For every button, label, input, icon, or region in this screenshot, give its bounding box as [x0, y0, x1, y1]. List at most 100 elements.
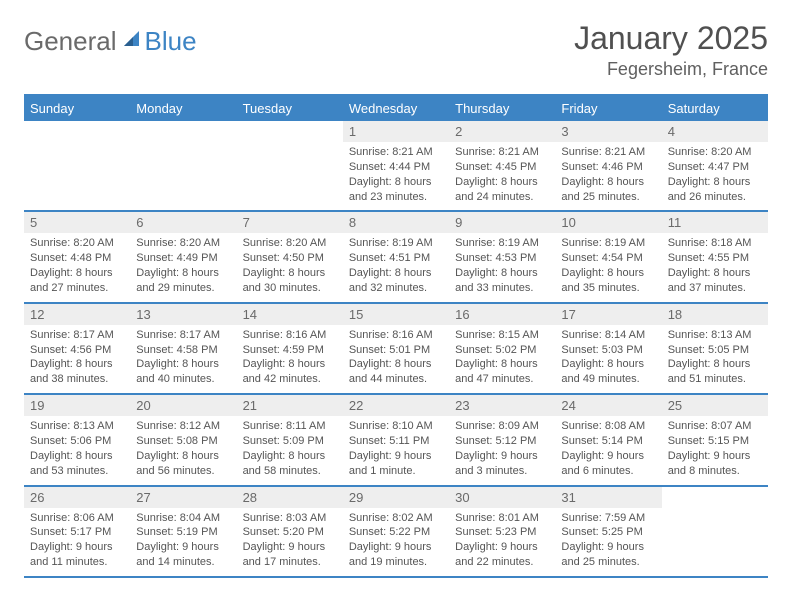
daylight-text: Daylight: 8 hours and 27 minutes. — [30, 266, 124, 296]
sunset-text: Sunset: 5:09 PM — [243, 434, 337, 449]
calendar-day-cell: 2Sunrise: 8:21 AMSunset: 4:45 PMDaylight… — [449, 121, 555, 211]
calendar-day-cell: 24Sunrise: 8:08 AMSunset: 5:14 PMDayligh… — [555, 394, 661, 485]
calendar-day-cell — [237, 121, 343, 211]
day-detail: Sunrise: 8:21 AMSunset: 4:46 PMDaylight:… — [555, 142, 661, 210]
daylight-text: Daylight: 8 hours and 33 minutes. — [455, 266, 549, 296]
daylight-text: Daylight: 8 hours and 49 minutes. — [561, 357, 655, 387]
day-number: 3 — [555, 121, 661, 142]
logo-text-general: General — [24, 26, 117, 57]
sunrise-text: Sunrise: 8:07 AM — [668, 419, 762, 434]
daylight-text: Daylight: 8 hours and 51 minutes. — [668, 357, 762, 387]
sunrise-text: Sunrise: 8:20 AM — [136, 236, 230, 251]
day-number: 10 — [555, 212, 661, 233]
day-detail: Sunrise: 8:03 AMSunset: 5:20 PMDaylight:… — [237, 508, 343, 576]
calendar-day-cell: 8Sunrise: 8:19 AMSunset: 4:51 PMDaylight… — [343, 211, 449, 302]
sunset-text: Sunset: 5:19 PM — [136, 525, 230, 540]
header: General Blue January 2025 Fegersheim, Fr… — [24, 20, 768, 80]
calendar-day-cell — [24, 121, 130, 211]
sunrise-text: Sunrise: 8:10 AM — [349, 419, 443, 434]
sunset-text: Sunset: 4:51 PM — [349, 251, 443, 266]
calendar-day-cell: 23Sunrise: 8:09 AMSunset: 5:12 PMDayligh… — [449, 394, 555, 485]
sunrise-text: Sunrise: 8:13 AM — [30, 419, 124, 434]
calendar-day-cell: 7Sunrise: 8:20 AMSunset: 4:50 PMDaylight… — [237, 211, 343, 302]
sunset-text: Sunset: 4:47 PM — [668, 160, 762, 175]
daylight-text: Daylight: 8 hours and 35 minutes. — [561, 266, 655, 296]
sunset-text: Sunset: 5:06 PM — [30, 434, 124, 449]
calendar-day-cell: 15Sunrise: 8:16 AMSunset: 5:01 PMDayligh… — [343, 303, 449, 394]
day-detail: Sunrise: 8:18 AMSunset: 4:55 PMDaylight:… — [662, 233, 768, 301]
day-detail: Sunrise: 8:20 AMSunset: 4:47 PMDaylight:… — [662, 142, 768, 210]
daylight-text: Daylight: 9 hours and 8 minutes. — [668, 449, 762, 479]
daylight-text: Daylight: 8 hours and 53 minutes. — [30, 449, 124, 479]
sunrise-text: Sunrise: 8:18 AM — [668, 236, 762, 251]
sunrise-text: Sunrise: 8:17 AM — [136, 328, 230, 343]
sunset-text: Sunset: 4:46 PM — [561, 160, 655, 175]
sunrise-text: Sunrise: 8:02 AM — [349, 511, 443, 526]
day-header: Monday — [130, 96, 236, 121]
day-detail: Sunrise: 8:01 AMSunset: 5:23 PMDaylight:… — [449, 508, 555, 576]
day-number: 24 — [555, 395, 661, 416]
daylight-text: Daylight: 8 hours and 30 minutes. — [243, 266, 337, 296]
day-detail: Sunrise: 8:20 AMSunset: 4:50 PMDaylight:… — [237, 233, 343, 301]
daylight-text: Daylight: 9 hours and 17 minutes. — [243, 540, 337, 570]
day-header: Tuesday — [237, 96, 343, 121]
daylight-text: Daylight: 8 hours and 29 minutes. — [136, 266, 230, 296]
calendar-day-cell: 20Sunrise: 8:12 AMSunset: 5:08 PMDayligh… — [130, 394, 236, 485]
day-header: Saturday — [662, 96, 768, 121]
calendar-head: SundayMondayTuesdayWednesdayThursdayFrid… — [24, 96, 768, 121]
calendar-day-cell: 12Sunrise: 8:17 AMSunset: 4:56 PMDayligh… — [24, 303, 130, 394]
day-number: 23 — [449, 395, 555, 416]
calendar-day-cell: 11Sunrise: 8:18 AMSunset: 4:55 PMDayligh… — [662, 211, 768, 302]
logo: General Blue — [24, 26, 197, 57]
sunset-text: Sunset: 5:14 PM — [561, 434, 655, 449]
sunset-text: Sunset: 4:44 PM — [349, 160, 443, 175]
sunset-text: Sunset: 4:56 PM — [30, 343, 124, 358]
sunset-text: Sunset: 5:20 PM — [243, 525, 337, 540]
day-detail: Sunrise: 8:12 AMSunset: 5:08 PMDaylight:… — [130, 416, 236, 484]
sunrise-text: Sunrise: 8:20 AM — [668, 145, 762, 160]
day-number: 19 — [24, 395, 130, 416]
daylight-text: Daylight: 8 hours and 38 minutes. — [30, 357, 124, 387]
day-detail: Sunrise: 8:16 AMSunset: 4:59 PMDaylight:… — [237, 325, 343, 393]
calendar-day-cell: 4Sunrise: 8:20 AMSunset: 4:47 PMDaylight… — [662, 121, 768, 211]
sunrise-text: Sunrise: 8:21 AM — [455, 145, 549, 160]
day-number: 29 — [343, 487, 449, 508]
sunrise-text: Sunrise: 8:16 AM — [349, 328, 443, 343]
daylight-text: Daylight: 9 hours and 25 minutes. — [561, 540, 655, 570]
sunset-text: Sunset: 5:02 PM — [455, 343, 549, 358]
day-number: 11 — [662, 212, 768, 233]
calendar-day-cell: 1Sunrise: 8:21 AMSunset: 4:44 PMDaylight… — [343, 121, 449, 211]
day-number: 14 — [237, 304, 343, 325]
sunset-text: Sunset: 5:25 PM — [561, 525, 655, 540]
day-number: 26 — [24, 487, 130, 508]
calendar-table: SundayMondayTuesdayWednesdayThursdayFrid… — [24, 96, 768, 578]
sunrise-text: Sunrise: 8:16 AM — [243, 328, 337, 343]
day-detail: Sunrise: 8:13 AMSunset: 5:05 PMDaylight:… — [662, 325, 768, 393]
day-number: 17 — [555, 304, 661, 325]
daylight-text: Daylight: 9 hours and 11 minutes. — [30, 540, 124, 570]
sunrise-text: Sunrise: 8:13 AM — [668, 328, 762, 343]
calendar-day-cell: 31Sunrise: 7:59 AMSunset: 5:25 PMDayligh… — [555, 486, 661, 577]
sunset-text: Sunset: 4:55 PM — [668, 251, 762, 266]
day-number: 5 — [24, 212, 130, 233]
day-detail: Sunrise: 8:07 AMSunset: 5:15 PMDaylight:… — [662, 416, 768, 484]
day-detail: Sunrise: 8:11 AMSunset: 5:09 PMDaylight:… — [237, 416, 343, 484]
sunrise-text: Sunrise: 8:19 AM — [561, 236, 655, 251]
day-detail: Sunrise: 8:13 AMSunset: 5:06 PMDaylight:… — [24, 416, 130, 484]
calendar-day-cell: 14Sunrise: 8:16 AMSunset: 4:59 PMDayligh… — [237, 303, 343, 394]
sunrise-text: Sunrise: 8:21 AM — [349, 145, 443, 160]
day-number: 1 — [343, 121, 449, 142]
day-detail: Sunrise: 8:16 AMSunset: 5:01 PMDaylight:… — [343, 325, 449, 393]
day-detail: Sunrise: 8:09 AMSunset: 5:12 PMDaylight:… — [449, 416, 555, 484]
sunset-text: Sunset: 5:15 PM — [668, 434, 762, 449]
logo-sail-icon — [121, 28, 143, 55]
day-number: 30 — [449, 487, 555, 508]
sunset-text: Sunset: 4:48 PM — [30, 251, 124, 266]
calendar-day-cell: 27Sunrise: 8:04 AMSunset: 5:19 PMDayligh… — [130, 486, 236, 577]
daylight-text: Daylight: 8 hours and 26 minutes. — [668, 175, 762, 205]
daylight-text: Daylight: 8 hours and 25 minutes. — [561, 175, 655, 205]
sunrise-text: Sunrise: 8:04 AM — [136, 511, 230, 526]
day-header: Friday — [555, 96, 661, 121]
calendar-day-cell: 19Sunrise: 8:13 AMSunset: 5:06 PMDayligh… — [24, 394, 130, 485]
sunrise-text: Sunrise: 8:11 AM — [243, 419, 337, 434]
